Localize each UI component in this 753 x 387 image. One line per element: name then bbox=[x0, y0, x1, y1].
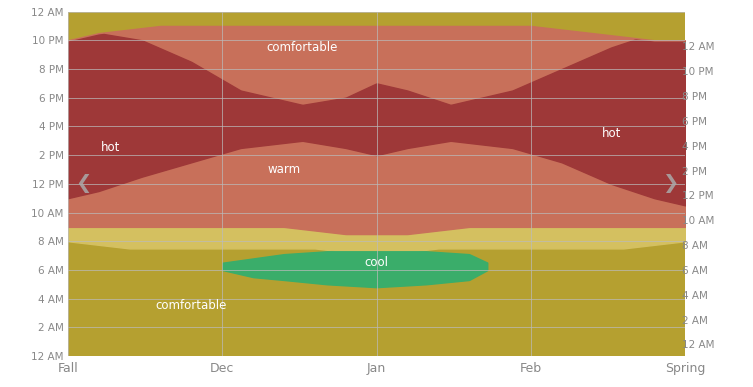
Text: warm: warm bbox=[282, 176, 315, 190]
Text: ❯: ❯ bbox=[655, 186, 671, 205]
Text: hot: hot bbox=[125, 158, 145, 171]
Text: ❮: ❮ bbox=[101, 186, 117, 205]
Text: cool: cool bbox=[374, 257, 398, 270]
Text: comfortable: comfortable bbox=[280, 71, 352, 84]
Text: hot: hot bbox=[598, 146, 617, 159]
Text: comfortable: comfortable bbox=[175, 295, 246, 308]
